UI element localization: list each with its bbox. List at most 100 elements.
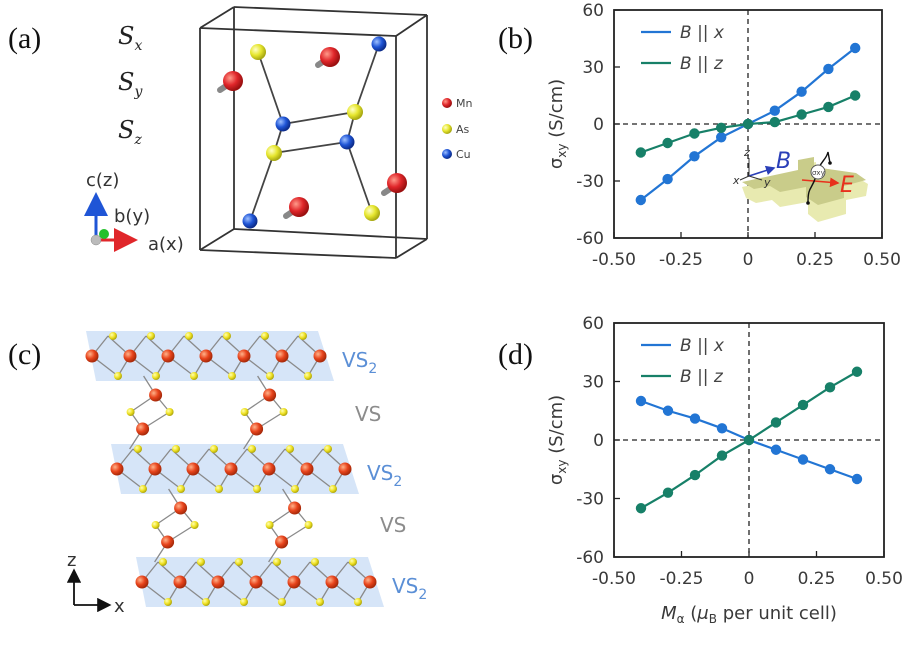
s-atom bbox=[299, 332, 307, 340]
v-atom bbox=[110, 462, 124, 476]
x-tick-label: -0.25 bbox=[659, 250, 703, 270]
v-atom bbox=[161, 349, 175, 363]
v-atom bbox=[173, 575, 187, 589]
bonds bbox=[249, 43, 380, 222]
data-point bbox=[716, 122, 727, 133]
legend-label: B || z bbox=[680, 54, 724, 74]
s-atom bbox=[261, 332, 269, 340]
x-axis-title: Mα (μB per unit cell) bbox=[661, 603, 837, 626]
panel-c-layered-structure: VS2 VS VS2 VS VS2 z x bbox=[66, 331, 427, 617]
s-atom bbox=[265, 521, 274, 529]
a-axis-label: a(x) bbox=[148, 234, 184, 255]
v-atom bbox=[149, 388, 163, 402]
legend-mn: Mn bbox=[442, 97, 472, 110]
legend-cu: Cu bbox=[442, 148, 471, 161]
s-atom bbox=[152, 372, 160, 380]
data-point bbox=[689, 413, 701, 424]
z-axis-label: z bbox=[67, 550, 76, 571]
s-atom bbox=[304, 372, 312, 380]
s-atom bbox=[278, 598, 286, 606]
inset-y-label: y bbox=[763, 176, 771, 189]
svg-text:Mn: Mn bbox=[456, 97, 472, 110]
s-atom bbox=[304, 521, 313, 529]
legend-label: B || x bbox=[680, 336, 725, 356]
v-atom bbox=[135, 575, 149, 589]
v-atom bbox=[288, 501, 302, 515]
e-field-arrow bbox=[801, 177, 840, 188]
v-atom bbox=[325, 575, 339, 589]
v-atom bbox=[263, 388, 277, 402]
data-point bbox=[851, 473, 863, 485]
chart-d: -0.50 -0.25 0 0.25 0.50 60 30 0 -30 -60 σxy (S/cm)… bbox=[546, 314, 903, 626]
s-atom bbox=[215, 485, 223, 493]
legend-label: B || x bbox=[680, 23, 725, 43]
s-atom bbox=[253, 485, 261, 493]
y-axis-title: σxy (S/cm) bbox=[546, 79, 569, 169]
data-point bbox=[635, 194, 646, 206]
s-atom bbox=[126, 408, 135, 416]
v-atom bbox=[313, 349, 327, 363]
data-point bbox=[689, 151, 700, 162]
x-tick-label: 0 bbox=[744, 569, 755, 589]
s-atom bbox=[185, 332, 193, 340]
spin-label-z: Sz bbox=[118, 116, 142, 148]
data-point bbox=[797, 399, 809, 411]
x-tick-label: 0.25 bbox=[798, 569, 836, 589]
y-tick-label: -30 bbox=[576, 172, 604, 192]
data-point bbox=[635, 503, 647, 514]
element-legend: Mn As Cu bbox=[442, 97, 472, 161]
layer-label-vs-upper: VS bbox=[355, 402, 381, 426]
v-atom bbox=[262, 462, 276, 476]
data-point bbox=[716, 450, 728, 461]
x-tick-label: -0.50 bbox=[592, 250, 636, 270]
chart-b: -0.50 -0.25 0 0.25 0.50 60 30 0 -30 -60 σxy (S/cm)… bbox=[546, 1, 901, 270]
data-point bbox=[662, 405, 674, 416]
v-atom bbox=[275, 535, 289, 549]
panel-label-c: (c) bbox=[8, 338, 42, 371]
hall-bar-inset: z x y B E σxy bbox=[732, 146, 868, 222]
data-point bbox=[850, 42, 861, 54]
s-atom bbox=[316, 598, 324, 606]
x-tick-label: 0.50 bbox=[865, 569, 903, 589]
s-atom bbox=[240, 598, 248, 606]
v-atom bbox=[136, 422, 150, 436]
v-atom bbox=[275, 349, 289, 363]
y-tick-label: 0 bbox=[593, 431, 604, 451]
v-atom bbox=[148, 462, 162, 476]
data-point bbox=[662, 487, 674, 498]
s-atom bbox=[240, 408, 249, 416]
y-tick-label: 60 bbox=[582, 314, 604, 334]
panel-label-d: (d) bbox=[498, 338, 533, 371]
layer-axes: z x bbox=[66, 550, 125, 617]
layer-label-vs2-top: VS2 bbox=[342, 348, 377, 377]
b-axis-dot bbox=[99, 229, 109, 239]
hall-bar-surface bbox=[742, 157, 866, 205]
s-atom bbox=[177, 485, 185, 493]
legend-entry: B || z bbox=[641, 367, 724, 387]
b-field-arrow bbox=[748, 165, 776, 177]
x-axis-label: x bbox=[114, 596, 125, 617]
s-atom bbox=[248, 445, 256, 453]
y-tick-label: -60 bbox=[576, 229, 604, 249]
s-atom bbox=[354, 598, 362, 606]
s-atom bbox=[114, 372, 122, 380]
legend-entry: B || x bbox=[641, 336, 725, 356]
data-point bbox=[770, 444, 782, 455]
y-axis-title: σxy (S/cm) bbox=[546, 395, 569, 485]
s-atom bbox=[349, 558, 357, 566]
data-point bbox=[769, 116, 780, 128]
y-tick-label: 30 bbox=[582, 58, 604, 78]
panel-a-crystal-structure: Sx Sy Sz c(z) b(y) a(x) bbox=[84, 6, 472, 259]
cu-atoms bbox=[242, 36, 387, 229]
inset-x-label: x bbox=[732, 174, 740, 187]
x-tick-label: 0.25 bbox=[796, 250, 834, 270]
svg-text:Sx: Sx bbox=[118, 22, 142, 54]
b-axis-label: b(y) bbox=[114, 206, 150, 227]
v-atom bbox=[174, 501, 188, 515]
data-point bbox=[662, 173, 673, 185]
legend-entry: B || z bbox=[641, 54, 724, 74]
x-tick-label: -0.50 bbox=[592, 569, 636, 589]
panel-label-b: (b) bbox=[498, 22, 533, 55]
data-point bbox=[635, 147, 646, 158]
